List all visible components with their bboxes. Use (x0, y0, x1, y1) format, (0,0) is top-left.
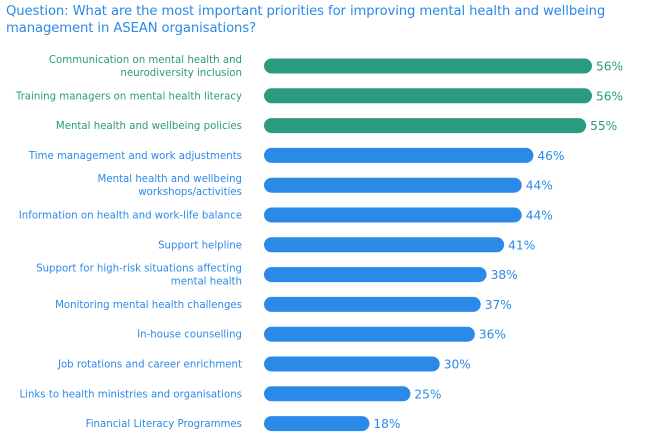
bar (264, 416, 370, 432)
bar (264, 356, 440, 372)
category-label: Links to health ministries and organisat… (19, 389, 242, 400)
data-label: 36% (479, 328, 506, 342)
category-label: Support helpline (158, 240, 242, 251)
data-label: 41% (508, 238, 535, 252)
data-label: 46% (537, 149, 564, 163)
bar (264, 58, 592, 74)
category-label: In-house counselling (137, 330, 242, 341)
data-label: 56% (596, 60, 623, 74)
data-label: 30% (444, 358, 471, 372)
category-label: Monitoring mental health challenges (55, 300, 242, 311)
bar (264, 88, 592, 104)
bar (264, 207, 522, 223)
data-label: 44% (526, 179, 553, 193)
bar (264, 177, 522, 193)
bar (264, 296, 481, 312)
data-label: 44% (526, 209, 553, 223)
bar (264, 147, 534, 163)
category-label: Financial Literacy Programmes (86, 419, 242, 430)
data-label: 25% (414, 387, 441, 401)
bar (264, 267, 487, 283)
category-label: Job rotations and career enrichment (57, 360, 242, 371)
bar (264, 118, 587, 134)
chart-title: Question: What are the most important pr… (6, 4, 606, 36)
category-label: Information on health and work-life bala… (19, 211, 242, 222)
bar (264, 237, 505, 253)
data-label: 55% (590, 119, 617, 133)
data-label: 18% (373, 417, 400, 431)
category-label: Mental health and wellbeing policies (56, 121, 242, 132)
data-label: 56% (596, 89, 623, 103)
category-label: Support for high-risk situations affecti… (36, 264, 242, 288)
category-label: Communication on mental health and neurod… (49, 55, 242, 79)
category-label: Mental health and wellbeing workshops/act… (98, 174, 242, 198)
category-label: Training managers on mental health liter… (15, 91, 242, 102)
category-label: Time management and work adjustments (28, 151, 242, 162)
bar (264, 386, 411, 402)
bar (264, 326, 475, 342)
data-label: 38% (491, 268, 518, 282)
data-label: 37% (485, 298, 512, 312)
